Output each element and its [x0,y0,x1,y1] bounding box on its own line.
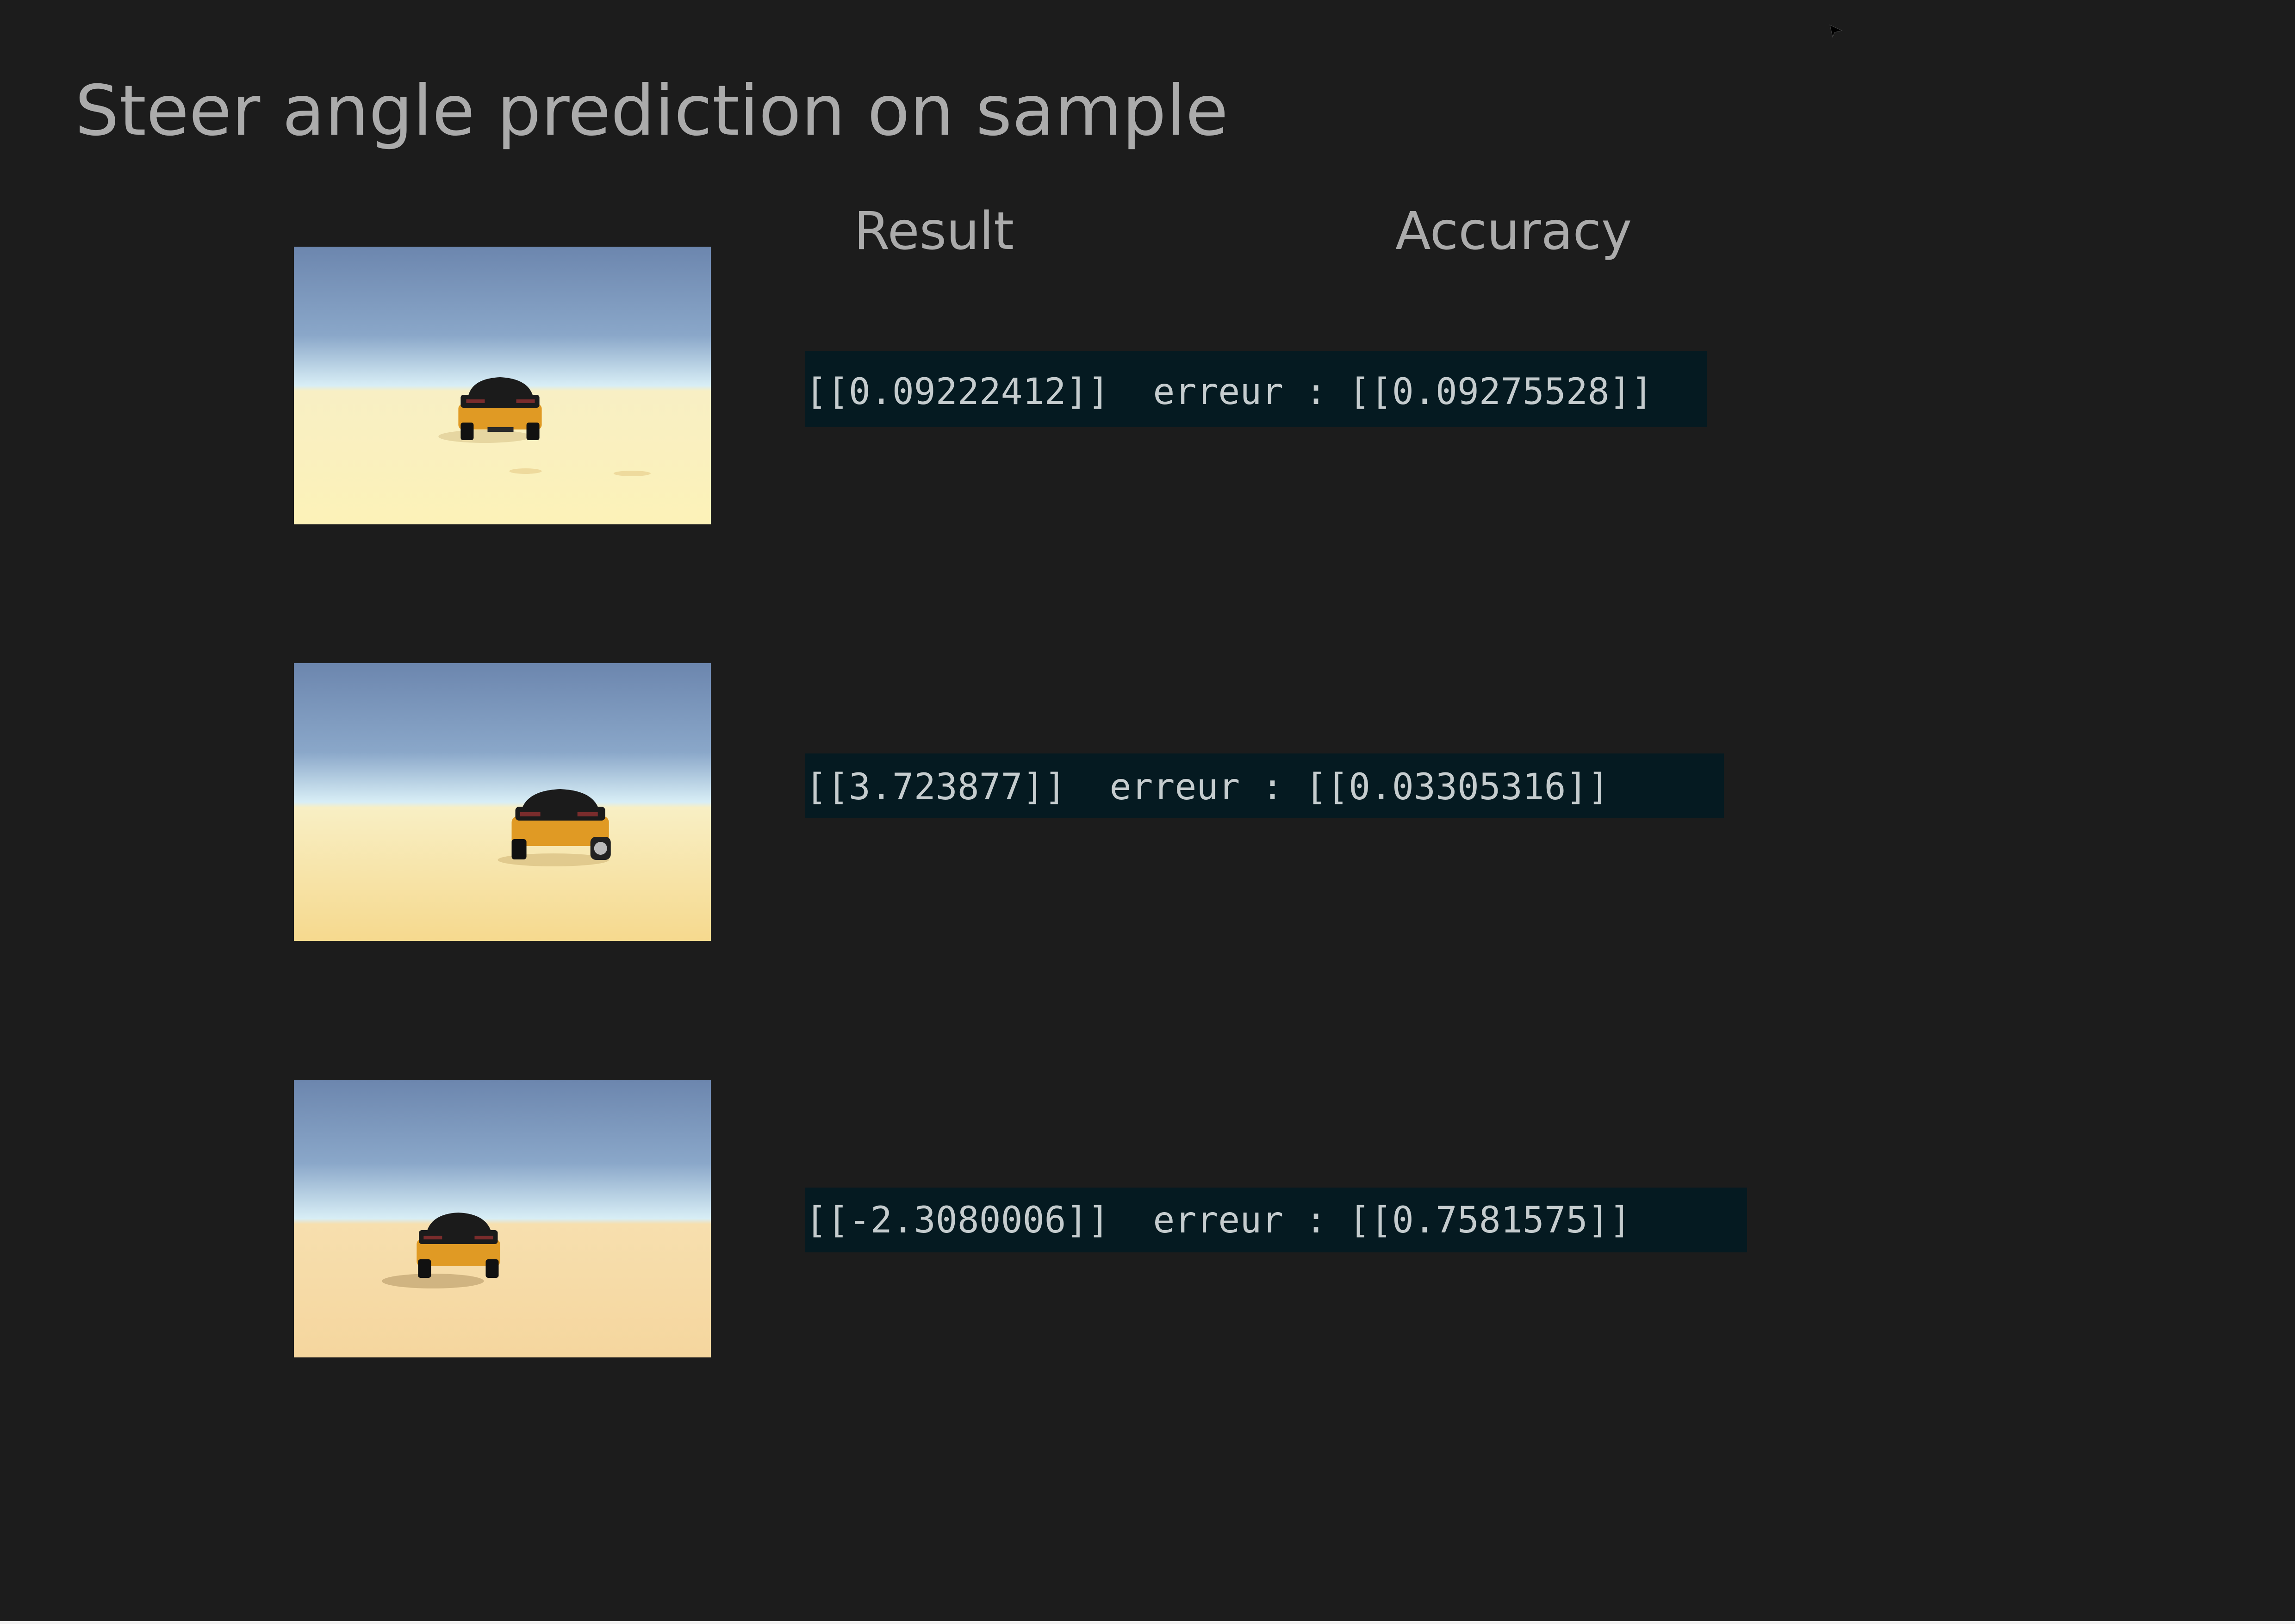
sample-image-2 [294,663,711,941]
result-header: Result [854,201,1014,261]
output-row-1: [[0.09222412]] erreur : [[0.09275528]] [805,351,1707,427]
error-value: [[0.09275528]] [1349,371,1653,413]
sample-image-3 [294,1080,711,1357]
prediction-value: [[3.723877]] [805,766,1066,808]
bottom-divider [0,1621,2295,1624]
output-row-2: [[3.723877]] erreur : [[0.03305316]] [805,753,1724,818]
error-separator: erreur : [1109,371,1349,413]
accuracy-header: Accuracy [1395,201,1632,261]
car-on-desert-image [294,663,711,941]
slide-title: Steer angle prediction on sample [75,71,1228,151]
prediction-value: [[-2.3080006]] [805,1200,1110,1241]
error-value: [[0.03305316]] [1305,766,1610,808]
sample-image-1 [294,247,711,524]
output-row-3: [[-2.3080006]] erreur : [[0.7581575]] [805,1188,1747,1252]
car-on-desert-image [294,247,711,524]
error-separator: erreur : [1109,1200,1349,1241]
car-on-desert-image [294,1080,711,1357]
mouse-pointer-icon [1829,25,1843,38]
error-value: [[0.7581575]] [1349,1200,1631,1241]
error-separator: erreur : [1066,766,1306,808]
prediction-value: [[0.09222412]] [805,371,1110,413]
